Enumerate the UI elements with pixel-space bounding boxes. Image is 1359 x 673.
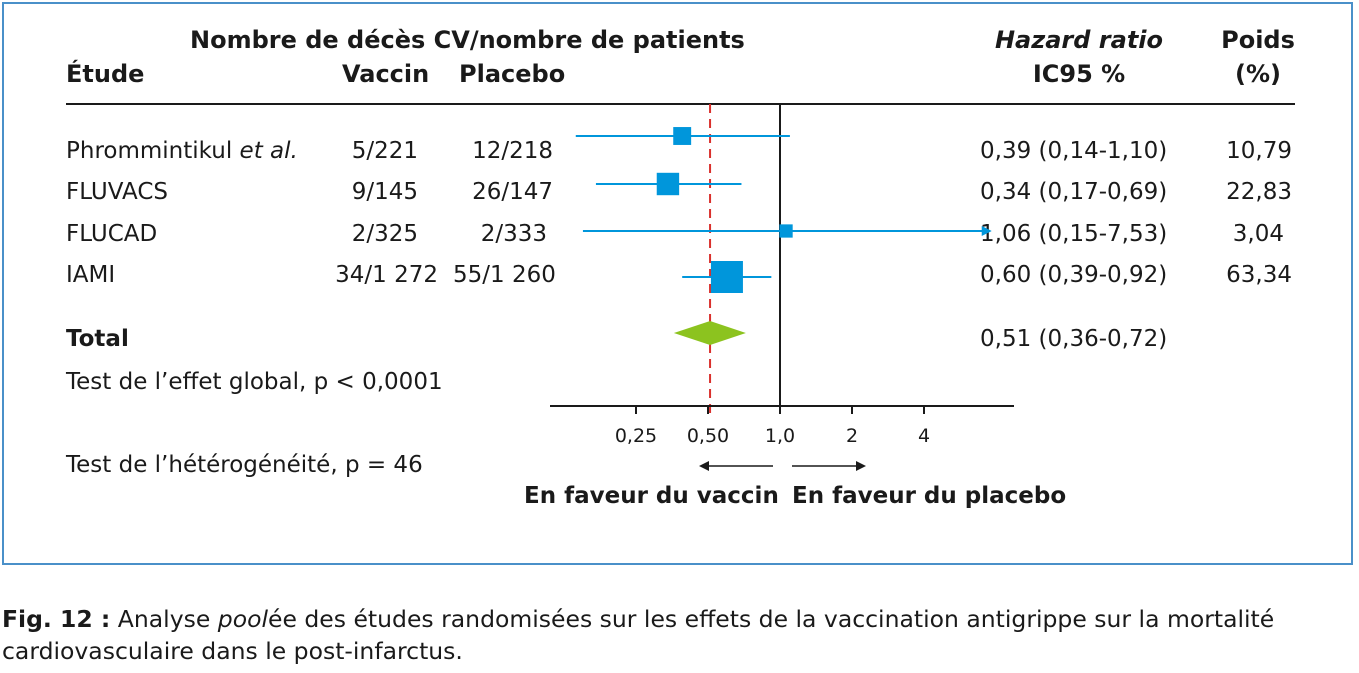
hr-column-header: Hazard ratio — [994, 26, 1164, 54]
weight-value: 22,83 — [1226, 179, 1292, 205]
x-tick-label: 0,50 — [687, 425, 729, 447]
vaccine-deaths: 2/325 — [351, 221, 418, 247]
study-estimate-marker — [710, 261, 743, 293]
study-estimate-marker — [779, 224, 793, 238]
study-name: FLUCAD — [66, 221, 158, 247]
heterogeneity-test: Test de l’hétérogénéité, p = 46 — [66, 452, 423, 478]
x-tick-label: 1,0 — [765, 425, 795, 447]
x-tick-label: 2 — [846, 425, 858, 447]
deaths-group-title: Nombre de décès CV/nombre de patients — [190, 26, 745, 54]
hazard-ratio-ci: 1,06 (0,15-7,53) — [980, 221, 1168, 247]
total-label: Total — [66, 326, 129, 352]
weight-value: 10,79 — [1226, 138, 1292, 164]
figure-frame — [2, 2, 1353, 565]
ci-column-header: IC95 % — [1032, 60, 1126, 88]
study-estimate-marker — [656, 172, 680, 196]
placebo-deaths: 55/1 260 — [453, 262, 556, 288]
x-tick-label: 0,25 — [615, 425, 657, 447]
study-name: IAMI — [66, 262, 116, 288]
vaccine-deaths: 34/1 272 — [335, 262, 438, 288]
study-name: Phrommintikul et al. — [66, 138, 298, 164]
weight-value: 63,34 — [1226, 262, 1292, 288]
pooled-diamond — [673, 321, 746, 345]
vaccine-column-header: Vaccin — [342, 60, 430, 88]
hazard-ratio-ci: 0,39 (0,14-1,10) — [980, 138, 1168, 164]
study-column-header: Étude — [66, 60, 145, 88]
caption-label: Fig. 12 : — [2, 605, 111, 633]
vaccine-deaths: 9/145 — [351, 179, 418, 205]
x-tick-label: 4 — [918, 425, 930, 447]
vaccine-deaths: 5/221 — [351, 138, 418, 164]
favours-vaccine-label: En faveur du vaccin — [524, 483, 779, 509]
weight-value: 3,04 — [1232, 221, 1284, 247]
placebo-deaths: 26/147 — [472, 179, 553, 205]
overall-effect-test: Test de l’effet global, p < 0,0001 — [66, 369, 443, 395]
weight-column-header: Poids — [1221, 26, 1295, 54]
figure-caption: Fig. 12 : Analyse poolée des études rand… — [2, 605, 1275, 665]
favours-placebo-label: En faveur du placebo — [792, 483, 1067, 509]
study-estimate-marker — [673, 127, 692, 145]
total-hazard-ratio: 0,51 (0,36-0,72) — [980, 326, 1168, 352]
placebo-deaths: 12/218 — [472, 138, 553, 164]
hazard-ratio-ci: 0,34 (0,17-0,69) — [980, 179, 1168, 205]
placebo-deaths: 2/333 — [480, 221, 547, 247]
weight-unit-header: (%) — [1235, 60, 1281, 88]
placebo-column-header: Placebo — [459, 60, 566, 88]
study-name: FLUVACS — [66, 179, 168, 205]
hazard-ratio-ci: 0,60 (0,39-0,92) — [980, 262, 1168, 288]
